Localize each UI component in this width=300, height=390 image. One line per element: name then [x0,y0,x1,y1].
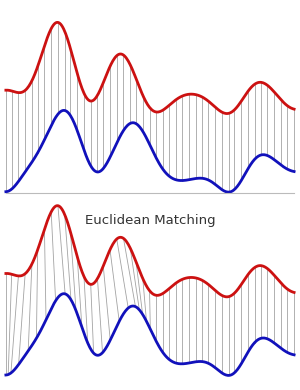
Text: Euclidean Matching: Euclidean Matching [85,214,215,227]
